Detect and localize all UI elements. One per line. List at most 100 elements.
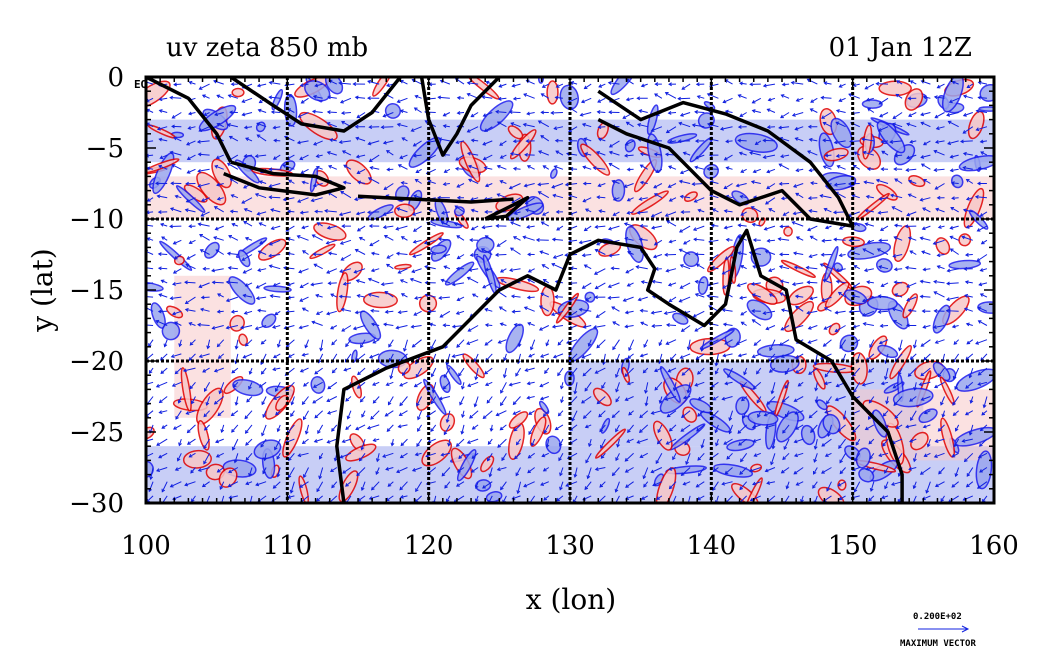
wind-vector [922,95,931,100]
wind-vector [598,83,606,88]
wind-vector [962,151,973,156]
wind-vector [216,339,225,348]
wind-vector [596,396,606,405]
wind-vector [367,140,380,146]
wind-vector [869,453,875,460]
wind-vector [638,237,648,242]
wind-vector [188,239,196,245]
wind-vector [682,481,691,486]
wind-vector [936,83,945,89]
positive-vorticity-contour [372,77,394,97]
wind-vector [882,438,889,447]
wind-vector [868,438,875,445]
wind-vector [526,225,535,229]
wind-vector [459,396,465,406]
positive-vorticity-contour [309,243,336,260]
wind-vector [677,96,691,101]
wind-vector [198,126,210,132]
wind-vector [254,192,267,199]
wind-vector [382,140,394,145]
wind-vector [369,353,380,359]
wind-vector [290,396,295,406]
wind-vector [399,279,408,284]
wind-vector [877,126,889,132]
wind-vector [339,239,352,245]
wind-vector [556,225,564,231]
wind-vector [288,179,295,184]
wind-vector [442,323,450,328]
wind-vector [896,80,903,85]
wind-vector [906,122,917,128]
wind-vector [437,237,450,242]
wind-vector [469,253,479,258]
wind-vector [598,410,606,418]
wind-vector [839,453,847,464]
wind-vector [215,452,224,458]
wind-vector [326,396,338,403]
wind-vector [979,211,988,217]
wind-vector [560,396,564,404]
wind-vector [853,481,861,493]
wind-vector [248,382,253,390]
coast-australia [335,228,904,503]
wind-vector [310,197,323,203]
wind-vector [412,254,422,258]
wind-vector [358,236,366,241]
wind-vector [962,94,973,99]
wind-vector [814,396,819,404]
wind-vector [189,339,196,346]
wind-vector [458,452,465,460]
wind-vector [443,424,451,436]
wind-vector [880,167,889,172]
wind-vector [891,307,903,312]
wind-vector [198,83,210,90]
wind-vector [244,339,253,347]
wind-vector [466,438,479,444]
wind-vector [867,107,875,113]
wind-vector [793,396,804,402]
wind-vector [552,193,564,199]
wind-vector [360,339,366,349]
wind-vector [919,279,931,284]
wind-vector [596,339,606,349]
wind-vector [833,182,846,187]
wind-vector [922,207,931,213]
wind-vector [598,209,606,214]
positive-vorticity-contour [683,191,698,202]
wind-vector [864,222,875,227]
wind-vector [329,138,337,143]
wind-vector [820,95,832,100]
wind-vector [861,296,875,303]
wind-vector [664,92,677,99]
wind-vector [511,309,521,314]
wind-vector [525,139,535,144]
wind-vector [735,339,747,346]
wind-vector [737,353,747,358]
wind-vector [171,112,182,119]
wind-vector [413,381,422,388]
wind-vector [538,305,550,312]
wind-vector [762,83,776,88]
wind-vector [834,310,846,315]
wind-vector [683,239,691,245]
wind-vector [414,178,422,184]
wind-vector [443,265,451,270]
wind-vector [979,424,988,432]
positive-vorticity-contour [275,394,289,412]
wind-vector [866,280,874,285]
wind-vector [487,438,493,445]
wind-vector [954,424,960,432]
wind-vector [239,325,253,330]
wind-vector [923,179,931,184]
wind-vector [316,481,324,493]
wind-vector [868,367,875,373]
wind-vector [301,180,309,185]
wind-vector [966,467,974,477]
wind-vector [159,154,168,160]
wind-vector [543,424,550,434]
wind-vector [510,122,521,128]
wind-vector [573,382,578,395]
wind-vector [653,193,663,199]
negative-vorticity-contour [456,449,477,482]
wind-vector [751,424,761,429]
